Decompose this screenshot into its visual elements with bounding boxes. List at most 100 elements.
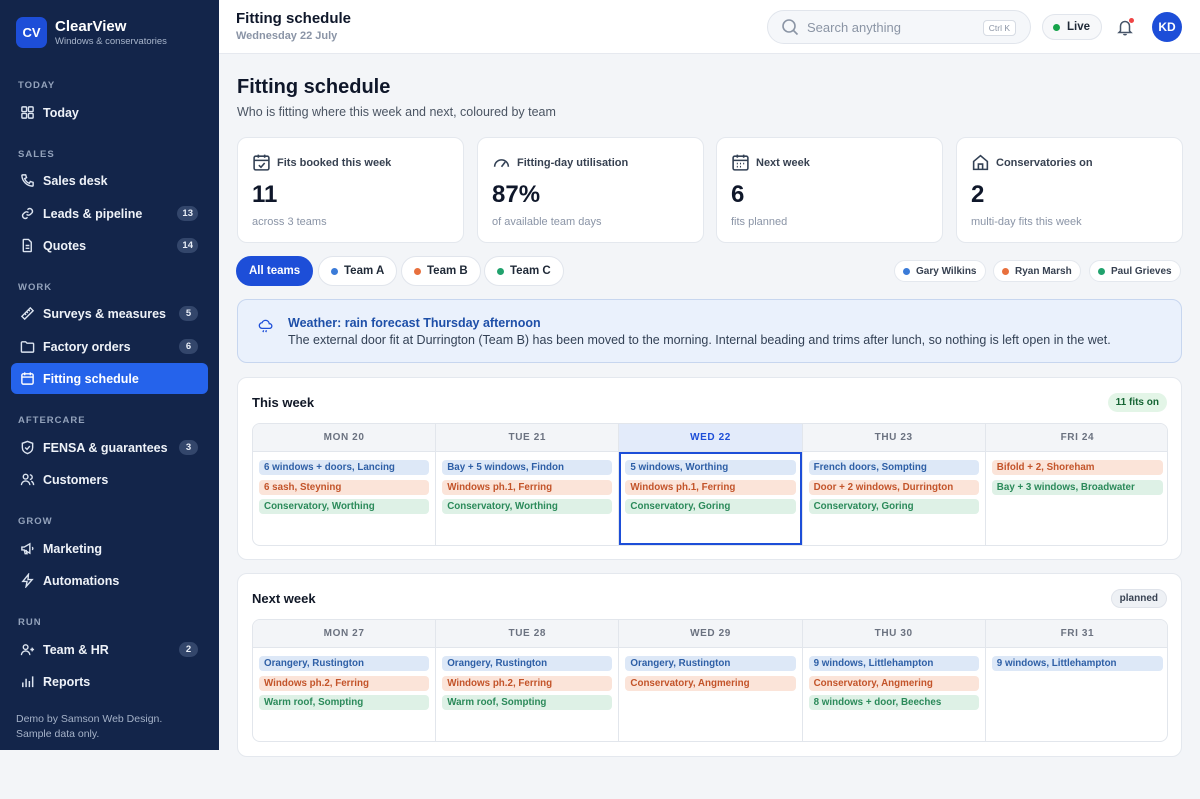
house-icon xyxy=(972,154,989,171)
job-chip[interactable]: Windows ph.2, Ferring xyxy=(259,675,430,691)
day-column[interactable]: FRI 31 9 windows, Littlehampton xyxy=(985,620,1167,741)
job-chip[interactable]: Windows ph.1, Ferring xyxy=(625,479,796,495)
sidebar-item-label: FENSA & guarantees xyxy=(43,440,168,455)
stat-label: Next week xyxy=(756,156,810,169)
sidebar-item-label: Leads & pipeline xyxy=(43,206,143,221)
day-header: FRI 24 xyxy=(985,424,1167,452)
day-column[interactable]: THU 30 9 windows, Littlehampton Conservato… xyxy=(802,620,986,741)
job-chip[interactable]: Conservatory, Angmering xyxy=(808,675,979,691)
day-column[interactable]: MON 27 Orangery, Rustington Windows ph.2, … xyxy=(253,620,437,741)
sidebar-item-reports[interactable]: Reports xyxy=(11,666,208,697)
sidebar-item-factory-orders[interactable]: Factory orders 6 xyxy=(11,331,208,362)
day-column[interactable]: TUE 21 Bay + 5 windows, Findon Windows ph.… xyxy=(436,424,620,545)
sidebar-item-sales-desk[interactable]: Sales desk xyxy=(11,165,208,196)
alert-body: The external door fit at Durrington (Tea… xyxy=(288,333,1111,347)
sidebar-item-today[interactable]: Today xyxy=(11,97,208,128)
job-chip[interactable]: Conservatory, Worthing xyxy=(259,499,430,514)
sidebar-item-fitting-schedule[interactable]: Fitting schedule xyxy=(11,363,208,394)
filter-all-teams[interactable]: All teams xyxy=(236,256,314,286)
job-chip[interactable]: Orangery, Rustington xyxy=(442,656,613,671)
footer-line: Sample data only. xyxy=(16,728,100,740)
sidebar-item-team-hr[interactable]: Team & HR 2 xyxy=(11,634,208,665)
day-column[interactable]: TUE 28 Orangery, Rustington Windows ph.2, … xyxy=(436,620,620,741)
stat-card-next-week: Next week 6 fits planned xyxy=(716,137,943,243)
job-chip[interactable]: 8 windows + door, Beeches xyxy=(808,695,979,710)
job-chip[interactable]: Conservatory, Angmering xyxy=(625,675,796,691)
sidebar-item-automations[interactable]: Automations xyxy=(11,565,208,596)
team-b-dot-icon xyxy=(414,267,421,275)
job-chip[interactable]: 9 windows, Littlehampton xyxy=(991,656,1163,671)
filter-team-b[interactable]: Team B xyxy=(401,256,481,286)
sidebar-item-label: Marketing xyxy=(43,541,103,556)
page-subtitle: Who is fitting where this week and next,… xyxy=(237,105,556,119)
search-input[interactable] xyxy=(807,19,977,35)
week-title: Next week xyxy=(252,591,316,606)
day-column[interactable]: THU 23 French doors, Sompting Door + 2 win… xyxy=(802,424,986,545)
live-status-button[interactable]: Live xyxy=(1042,14,1103,40)
stat-value: 87% xyxy=(492,181,541,208)
shield-icon xyxy=(21,440,34,455)
week-badge: 11 fits on xyxy=(1107,393,1167,412)
live-label: Live xyxy=(1067,21,1091,33)
day-column[interactable]: WED 22 5 windows, Worthing Windows ph.1, F… xyxy=(619,424,803,545)
job-chip[interactable]: Orangery, Rustington xyxy=(259,656,430,671)
filter-team-c[interactable]: Team C xyxy=(484,256,564,286)
job-chip[interactable]: French doors, Sompting xyxy=(808,460,979,475)
job-chip[interactable]: Bay + 3 windows, Broadwater xyxy=(991,479,1163,495)
sidebar-item-quotes[interactable]: Quotes 14 xyxy=(11,230,208,261)
fitter-name: Ryan Marsh xyxy=(1015,265,1072,277)
search-box[interactable]: Ctrl K xyxy=(767,10,1031,44)
fitter-name: Gary Wilkins xyxy=(916,265,977,277)
team-a-dot-icon xyxy=(331,267,338,275)
sidebar-item-label: Team & HR xyxy=(43,642,109,657)
alert-title: Weather: rain forecast Thursday afternoo… xyxy=(288,316,541,330)
sidebar-item-fensa[interactable]: FENSA & guarantees 3 xyxy=(11,432,208,463)
job-chip[interactable]: Door + 2 windows, Durrington xyxy=(808,479,979,495)
stat-note: fits planned xyxy=(731,216,788,228)
week-badge: planned xyxy=(1110,589,1167,608)
sidebar-item-customers[interactable]: Customers xyxy=(11,464,208,495)
job-chip[interactable]: Orangery, Rustington xyxy=(625,656,796,671)
sidebar-item-label: Sales desk xyxy=(43,173,108,188)
day-header: TUE 21 xyxy=(436,424,619,452)
job-chip[interactable]: Bay + 5 windows, Findon xyxy=(442,460,613,475)
notification-dot xyxy=(1129,18,1134,23)
job-chip[interactable]: 9 windows, Littlehampton xyxy=(808,656,979,671)
team-icon xyxy=(20,644,35,656)
day-header: MON 27 xyxy=(253,620,436,648)
bar-chart-icon xyxy=(22,676,34,688)
keyboard-shortcut: Ctrl K xyxy=(982,20,1016,36)
job-chip[interactable]: Conservatory, Worthing xyxy=(442,499,613,514)
job-chip[interactable]: 5 windows, Worthing xyxy=(625,460,796,475)
job-chip[interactable]: Warm roof, Sompting xyxy=(442,695,613,710)
stat-value: 11 xyxy=(252,181,278,208)
day-column[interactable]: FRI 24 Bifold + 2, Shoreham Bay + 3 window… xyxy=(985,424,1167,545)
stat-card-utilisation: Fitting-day utilisation 87% of available… xyxy=(477,137,704,243)
day-column[interactable]: MON 20 6 windows + doors, Lancing 6 sash, … xyxy=(253,424,437,545)
team-b-dot-icon xyxy=(1002,267,1009,275)
job-chip[interactable]: 6 sash, Steyning xyxy=(259,479,430,495)
job-chip[interactable]: Windows ph.2, Ferring xyxy=(442,675,613,691)
brand[interactable]: CV ClearView Windows & conservatories xyxy=(16,17,167,48)
sidebar-item-surveys[interactable]: Surveys & measures 5 xyxy=(11,298,208,329)
calendar-check-icon xyxy=(253,154,270,171)
job-chip[interactable]: 6 windows + doors, Lancing xyxy=(259,460,430,475)
bell-icon[interactable] xyxy=(1116,18,1134,36)
count-badge: 2 xyxy=(179,642,198,657)
job-chip[interactable]: Bifold + 2, Shoreham xyxy=(991,460,1163,475)
phone-icon xyxy=(21,174,34,187)
job-chip[interactable]: Conservatory, Goring xyxy=(808,499,979,514)
filter-team-a[interactable]: Team A xyxy=(318,256,398,286)
job-chip[interactable]: Conservatory, Goring xyxy=(625,499,796,514)
job-chip[interactable]: Warm roof, Sompting xyxy=(259,695,430,710)
job-chip[interactable]: Windows ph.1, Ferring xyxy=(442,479,613,495)
count-badge: 13 xyxy=(177,206,198,221)
stat-note: across 3 teams xyxy=(252,216,327,228)
stat-label: Fits booked this week xyxy=(277,156,392,169)
avatar[interactable]: KD xyxy=(1152,12,1182,42)
day-column[interactable]: WED 29 Orangery, Rustington Conservatory, … xyxy=(619,620,803,741)
sidebar-item-marketing[interactable]: Marketing xyxy=(11,533,208,564)
sidebar-item-leads[interactable]: Leads & pipeline 13 xyxy=(11,198,208,229)
gauge-icon xyxy=(493,159,510,168)
fitter-chip-ryan: Ryan Marsh xyxy=(993,260,1081,282)
